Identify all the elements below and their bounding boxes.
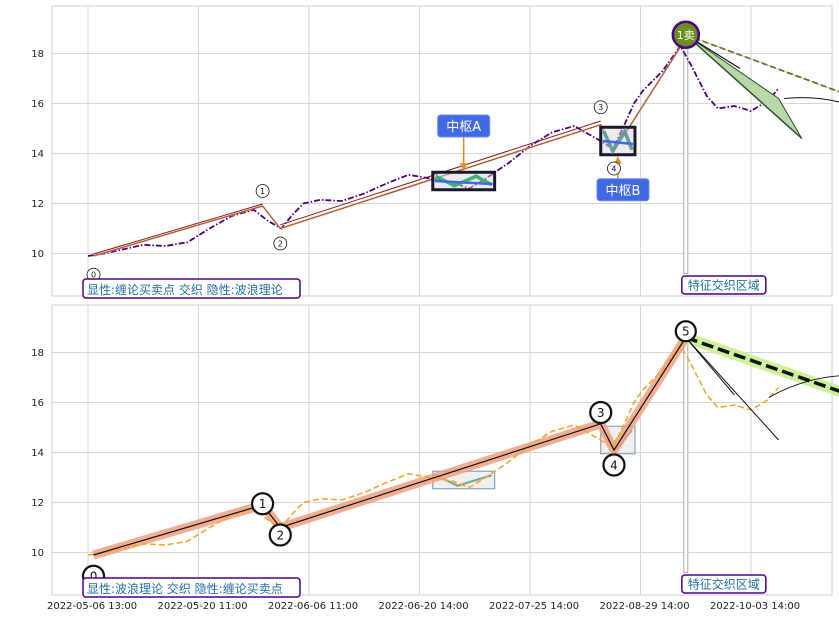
y-tick-label: 10: [31, 548, 44, 559]
x-tick-label: 2022-06-06 11:00: [268, 601, 358, 612]
stroke-point-label: 4: [611, 164, 616, 173]
y-tick-label: 18: [31, 49, 44, 60]
stroke-point-label: 2: [278, 239, 283, 248]
pivot-label: 中枢A: [446, 120, 481, 135]
y-tick-label: 14: [31, 149, 44, 160]
stroke-point-marker: [255, 184, 270, 198]
pivot-label-box: [596, 178, 650, 202]
pivot-label-box: [437, 114, 491, 138]
stroke-point-label: 1: [259, 497, 267, 511]
x-tick-label: 2022-08-29 14:00: [600, 601, 690, 612]
x-tick-label: 2022-06-20 14:00: [379, 601, 469, 612]
stroke-point-marker: [589, 400, 613, 425]
zone-label-box: [681, 275, 767, 295]
x-axis-ticks: 2022-05-06 13:00 2022-05-20 11:00 2022-06-…: [47, 601, 800, 612]
stroke-point-marker: [268, 523, 292, 547]
legend-text: 显性:波浪理论 交织 隐性:缠论买卖点: [87, 581, 283, 596]
y-tick-label: 10: [31, 249, 44, 260]
wave-line: [93, 337, 687, 556]
stroke-point-marker: [250, 492, 275, 516]
zone-label: 特征交织区域: [688, 278, 760, 293]
legend-box: [82, 278, 301, 299]
stroke-point-label: 0: [90, 570, 98, 584]
pivot-inner-stroke: [434, 179, 493, 186]
zone-marker-bar: [683, 339, 689, 573]
y-tick-label: 16: [31, 398, 44, 409]
forecast-solid-segment: [685, 337, 735, 396]
y-tick-label: 16: [31, 99, 44, 110]
stroke-point-marker: [593, 100, 608, 115]
x-tick-label: 2022-05-06 13:00: [47, 601, 137, 612]
y-tick-label: 12: [31, 199, 44, 210]
stroke-point-label: 0: [91, 271, 96, 280]
y-tick-label: 12: [31, 498, 44, 509]
sell-point-marker: [671, 20, 701, 49]
stroke-point-marker: [674, 320, 697, 343]
legend-text: 显性:缠论买卖点 交织 隐性:波浪理论: [87, 282, 283, 297]
stroke-point-label: 4: [610, 458, 618, 472]
trend-line: [93, 203, 263, 255]
stroke-point-label: 3: [598, 103, 603, 112]
forecast-highlight: [683, 332, 839, 397]
stroke-point-marker: [607, 161, 621, 176]
forecast-fan-edge: [685, 34, 803, 140]
plot-area: [51, 304, 833, 596]
x-tick-label: 2022-10-03 14:00: [710, 601, 800, 612]
stroke-point-marker: [602, 453, 626, 477]
pivot-label: 中枢B: [606, 184, 641, 199]
plot-area: [51, 5, 833, 297]
x-tick-label: 2022-05-20 11:00: [158, 601, 248, 612]
forecast-solid-segment: [685, 337, 779, 441]
stroke-point-label: 1: [260, 187, 265, 196]
forecast-dashed-highlight: [685, 34, 839, 92]
projection-arc: [784, 97, 839, 103]
stroke-point-label: 5: [682, 325, 690, 339]
zone-label: 特征交织区域: [688, 577, 760, 592]
projection-arc: [768, 375, 839, 398]
zone-label-box: [681, 574, 767, 594]
stroke-point-label: 3: [597, 406, 605, 420]
y-tick-label: 18: [31, 348, 44, 359]
sell-point-label: 1卖: [677, 29, 695, 42]
stroke-point-label: 2: [276, 528, 284, 542]
pivot-label-arrowhead: [459, 163, 468, 171]
stroke-point-marker: [273, 236, 288, 251]
zone-marker-bar: [683, 40, 689, 274]
y-tick-label: 14: [31, 448, 44, 459]
price-series-line: [87, 343, 780, 556]
pivot-inner-stroke: [602, 139, 634, 146]
legend-box: [82, 577, 301, 598]
x-tick-label: 2022-07-25 14:00: [489, 601, 579, 612]
